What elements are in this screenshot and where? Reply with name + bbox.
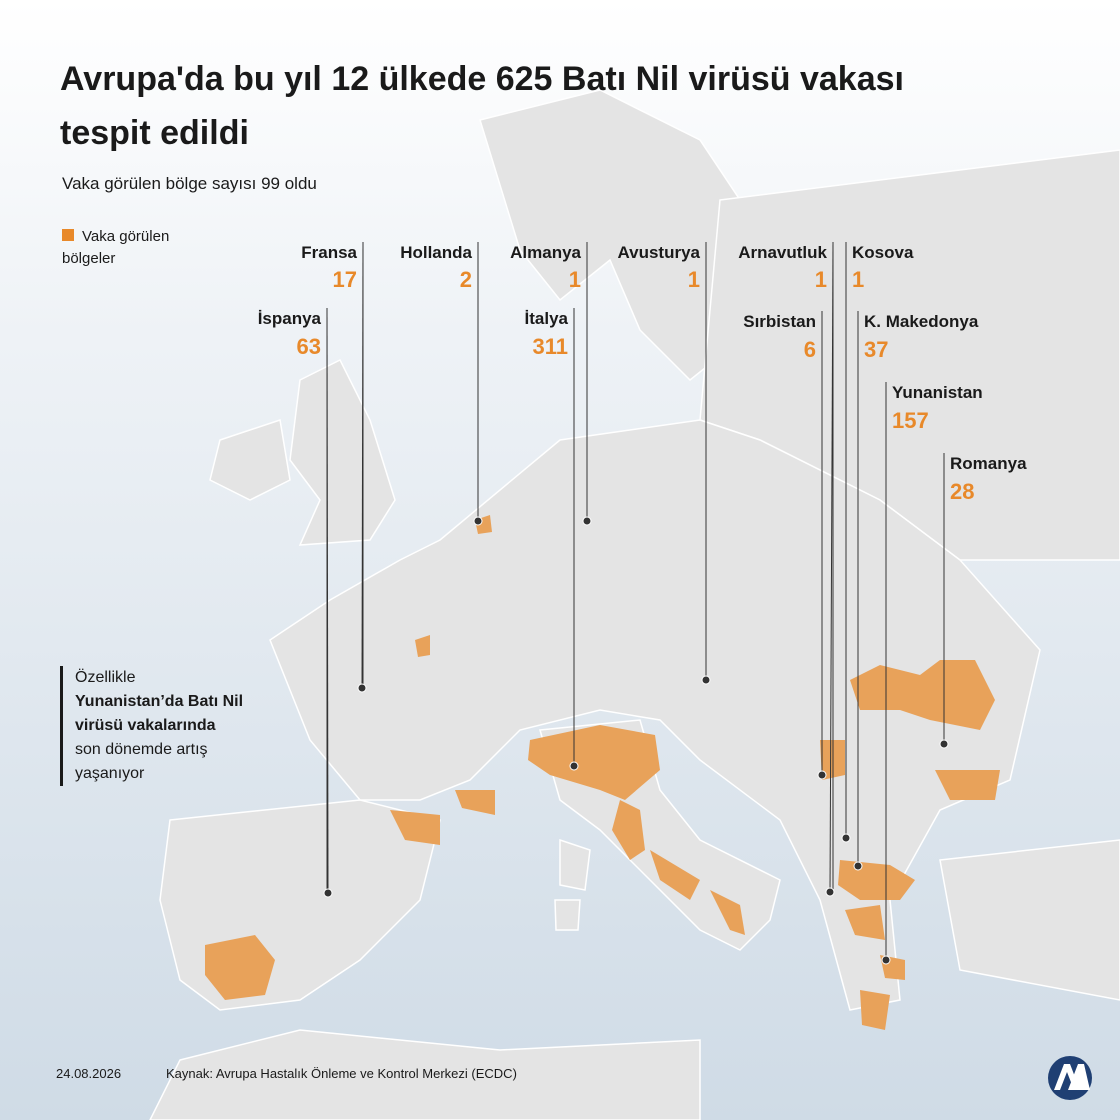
case-count: 1 [688, 267, 700, 292]
callout-dot [473, 516, 483, 526]
country-name: Kosova [852, 243, 914, 262]
case-count: 1 [569, 267, 581, 292]
affected-regions [205, 515, 1000, 1030]
callout-dot [939, 739, 949, 749]
case-count: 1 [815, 267, 827, 292]
callout-dot [569, 761, 579, 771]
note-line: Özellikle [75, 669, 136, 686]
country-name: Avusturya [617, 243, 700, 262]
case-count: 28 [950, 479, 974, 504]
callouts: Fransa 17 Hollanda 2 Almanya 1 Avusturya 1 Arnav… [258, 241, 1027, 965]
country-name: K. Makedonya [864, 312, 979, 331]
case-count: 311 [533, 334, 569, 359]
legend: Vaka görülen bölgeler [62, 226, 222, 270]
note-line: yaşanıyor [75, 765, 145, 782]
logo-mark [1054, 1064, 1090, 1090]
case-count: 63 [297, 334, 321, 359]
source: Kaynak: Avrupa Hastalık Önleme ve Kontro… [166, 1066, 517, 1081]
case-count: 2 [460, 267, 472, 292]
logo [1048, 1056, 1092, 1100]
case-count: 17 [333, 267, 357, 292]
callout-dot [841, 833, 851, 843]
subtitle: Vaka görülen bölge sayısı 99 oldu [62, 174, 317, 193]
note-line: son dönemde artış [75, 741, 208, 758]
case-count: 6 [804, 337, 816, 362]
callout-dot [357, 683, 367, 693]
note-line: Yunanistan’da Batı Nil [75, 693, 244, 710]
country-name: Yunanistan [892, 383, 983, 402]
country-name: Hollanda [400, 243, 472, 262]
callout-dot [323, 888, 333, 898]
note: Özellikle Yunanistan’da Batı Nil virüsü va… [60, 666, 243, 786]
callout-dot [817, 770, 827, 780]
date: 24.08.2026 [56, 1066, 122, 1081]
callout-dot [853, 861, 863, 871]
callout-dot [825, 887, 835, 897]
callout-dot [582, 516, 592, 526]
legend-label: Vaka görülen bölgeler [62, 228, 170, 267]
country-name: Arnavutluk [738, 243, 827, 262]
country-name: Fransa [301, 243, 357, 262]
country-name: İspanya [258, 309, 322, 328]
title: Avrupa'da bu yıl 12 ülkede 625 Batı Nil … [60, 60, 904, 152]
note-line: virüsü vakalarında [75, 717, 216, 734]
callout-dot [881, 955, 891, 965]
country-name: Almanya [510, 243, 581, 262]
case-count: 157 [892, 408, 929, 433]
case-count: 1 [852, 267, 864, 292]
country-name: Sırbistan [743, 312, 816, 331]
country-name: Romanya [950, 454, 1027, 473]
case-count: 37 [864, 337, 888, 362]
callout-dot [701, 675, 711, 685]
legend-swatch [62, 229, 74, 241]
country-name: İtalya [525, 309, 569, 328]
